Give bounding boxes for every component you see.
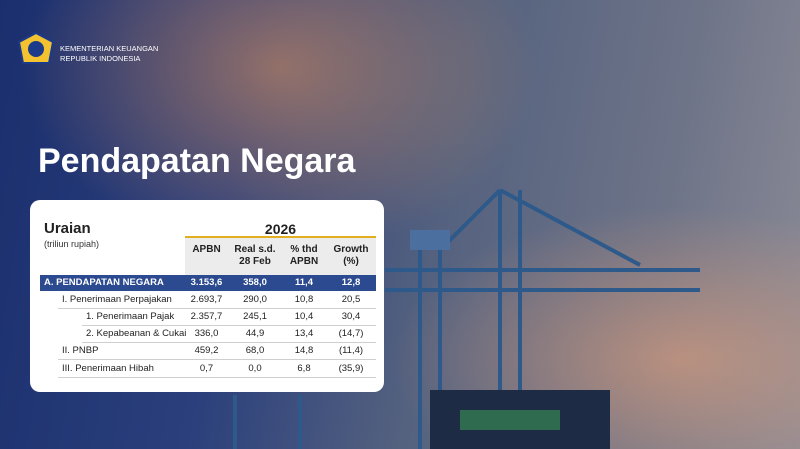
cell-value: (11,4): [338, 345, 364, 356]
cell-value: 68,0: [245, 345, 265, 356]
org-name: KEMENTERIAN KEUANGAN: [60, 44, 159, 53]
cell-value: 30,4: [341, 311, 361, 322]
table-card: Uraian (triliun rupiah) 2026 APBN Real s.d. …: [30, 200, 384, 392]
cell-value: 358,0: [243, 277, 267, 288]
row-rule: [58, 359, 376, 360]
row-label: II. PNBP: [62, 345, 99, 356]
cell-value: 14,8: [294, 345, 314, 356]
column-header: Real s.d. 28 Feb: [234, 244, 276, 267]
cell-value: 13,4: [294, 328, 314, 339]
cell-value: 290,0: [243, 294, 267, 305]
cell-value: 10,8: [294, 294, 314, 305]
containers: [460, 410, 560, 430]
row-rule: [58, 377, 376, 378]
cell-value: 0,0: [248, 363, 262, 374]
year: 2026: [264, 221, 297, 237]
cell-value: 3.153,6: [190, 277, 223, 288]
org-country: REPUBLIK INDONESIA: [60, 54, 141, 63]
cell-value: 245,1: [243, 311, 267, 322]
cell-value: 2.693,7: [190, 294, 223, 305]
row-label: 1. Penerimaan Pajak: [86, 311, 175, 322]
unit: (triliun rupiah): [44, 239, 100, 249]
crane-cab: [410, 230, 450, 250]
row-label: III. Penerimaan Hibah: [62, 363, 154, 374]
row-rule: [82, 325, 376, 326]
cell-value: 44,9: [245, 328, 265, 339]
column-header: APBN: [192, 244, 221, 255]
slide-title: Pendapatan Negara: [38, 142, 356, 180]
row-highlight: [40, 275, 376, 291]
logo: [18, 32, 54, 64]
row-rule: [82, 342, 376, 343]
cell-value: 0,7: [199, 363, 214, 374]
cell-value: 6,8: [297, 363, 311, 374]
column-header: Growth (%): [333, 244, 369, 267]
uraian-header: Uraian: [44, 220, 91, 237]
cell-value: 2.357,7: [190, 311, 223, 322]
cell-value: (14,7): [338, 328, 364, 339]
cell-value: 10,4: [294, 311, 314, 322]
cell-value: (35,9): [338, 363, 364, 374]
cell-value: 12,8: [341, 277, 361, 288]
row-label: 2. Kepabeanan & Cukai: [86, 328, 187, 339]
cell-value: 336,0: [194, 328, 219, 339]
row-label: A. PENDAPATAN NEGARA: [44, 277, 164, 288]
header-bg: [185, 238, 376, 275]
cell-value: 20,5: [341, 294, 361, 305]
row-label: I. Penerimaan Perpajakan: [62, 294, 172, 305]
column-header: % thd APBN: [289, 244, 319, 267]
cell-value: 459,2: [194, 345, 219, 356]
row-rule: [58, 308, 376, 309]
cell-value: 11,4: [295, 277, 313, 288]
year-rule: [185, 236, 376, 238]
